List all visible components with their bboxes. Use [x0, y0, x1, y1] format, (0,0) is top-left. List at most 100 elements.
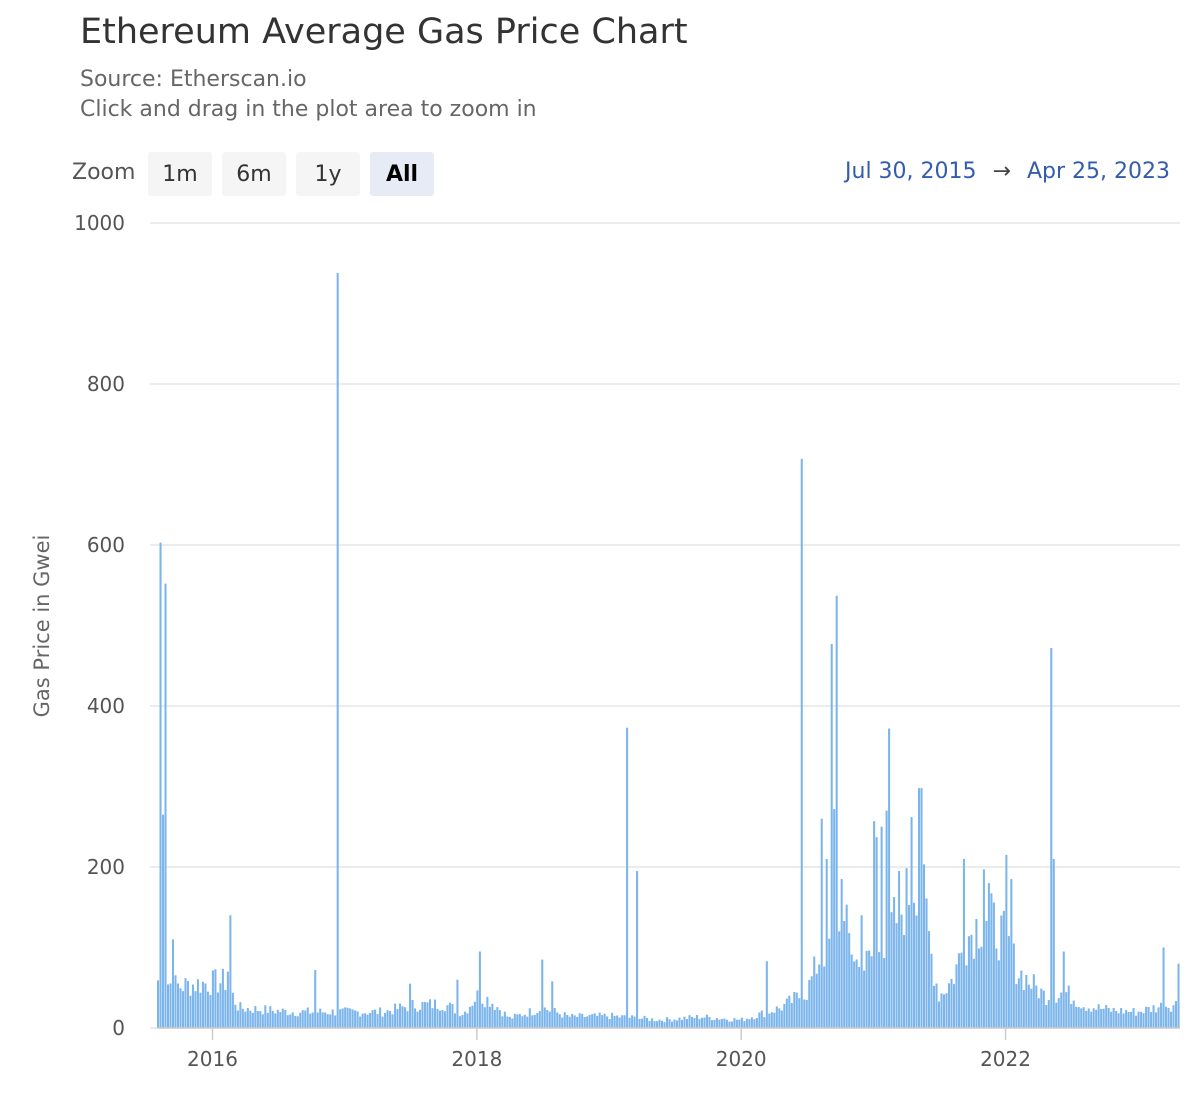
bar[interactable]: [808, 980, 811, 1028]
bar[interactable]: [843, 921, 846, 1028]
bar[interactable]: [616, 1015, 619, 1028]
bar[interactable]: [361, 1013, 364, 1028]
bar[interactable]: [895, 923, 898, 1028]
bar[interactable]: [935, 983, 938, 1028]
bar[interactable]: [1152, 1005, 1155, 1028]
bar[interactable]: [680, 1019, 684, 1028]
bar[interactable]: [603, 1013, 606, 1028]
bar[interactable]: [209, 994, 212, 1028]
bar[interactable]: [1132, 1008, 1135, 1028]
bar[interactable]: [186, 981, 189, 1028]
bar[interactable]: [391, 1014, 394, 1028]
bar[interactable]: [573, 1015, 576, 1028]
bar[interactable]: [224, 990, 227, 1028]
bar[interactable]: [1047, 1000, 1050, 1028]
bar[interactable]: [661, 1020, 664, 1028]
bar[interactable]: [927, 931, 931, 1028]
bar[interactable]: [835, 595, 838, 1028]
bar[interactable]: [1032, 974, 1035, 1028]
bar[interactable]: [516, 1014, 519, 1028]
bar[interactable]: [997, 960, 1000, 1028]
bar[interactable]: [506, 1016, 509, 1028]
bar[interactable]: [346, 1007, 349, 1028]
bar[interactable]: [685, 1019, 689, 1028]
bar[interactable]: [1020, 970, 1023, 1028]
bar[interactable]: [528, 1008, 531, 1028]
bar[interactable]: [184, 978, 187, 1028]
bar[interactable]: [319, 1008, 322, 1028]
bar[interactable]: [1172, 1005, 1175, 1028]
bar[interactable]: [359, 1016, 362, 1029]
bar[interactable]: [558, 1014, 561, 1028]
bar[interactable]: [748, 1019, 751, 1028]
bar[interactable]: [1052, 858, 1055, 1028]
bar[interactable]: [513, 1013, 516, 1028]
bar[interactable]: [788, 995, 791, 1028]
bar[interactable]: [668, 1019, 671, 1028]
bar[interactable]: [618, 1017, 621, 1028]
bar[interactable]: [805, 999, 808, 1028]
bar[interactable]: [688, 1015, 691, 1028]
bar[interactable]: [414, 1008, 417, 1028]
bar[interactable]: [833, 809, 836, 1028]
bar[interactable]: [1022, 990, 1025, 1028]
bar[interactable]: [316, 1012, 319, 1028]
bar[interactable]: [760, 1010, 763, 1028]
bar[interactable]: [164, 583, 167, 1028]
bar[interactable]: [945, 993, 948, 1028]
bar[interactable]: [733, 1018, 736, 1028]
bar[interactable]: [611, 1012, 614, 1028]
bar[interactable]: [868, 950, 871, 1028]
bar-series[interactable]: [157, 272, 1180, 1029]
bar[interactable]: [1117, 1013, 1120, 1028]
bar[interactable]: [651, 1018, 654, 1028]
bar[interactable]: [1090, 1011, 1093, 1028]
bar[interactable]: [1002, 910, 1005, 1028]
bar[interactable]: [885, 810, 888, 1028]
bar[interactable]: [428, 999, 432, 1028]
bar[interactable]: [1060, 992, 1063, 1028]
bar[interactable]: [344, 1007, 347, 1028]
bar[interactable]: [845, 904, 848, 1028]
bar[interactable]: [875, 837, 878, 1028]
bar[interactable]: [915, 915, 918, 1028]
gas-price-chart[interactable]: 0 200 400 600 800 1000 2016 2018 2020 2022 Gas P…: [0, 200, 1200, 1080]
bar[interactable]: [693, 1017, 696, 1028]
bar[interactable]: [1012, 943, 1015, 1028]
bar[interactable]: [416, 1011, 419, 1028]
bar[interactable]: [932, 985, 936, 1028]
bar[interactable]: [299, 1012, 302, 1028]
bar[interactable]: [214, 969, 217, 1028]
bar[interactable]: [855, 959, 858, 1028]
bar[interactable]: [161, 814, 165, 1028]
bar[interactable]: [541, 959, 544, 1028]
bar[interactable]: [381, 1016, 384, 1028]
bar[interactable]: [196, 979, 199, 1028]
bar[interactable]: [394, 1003, 397, 1028]
bar[interactable]: [765, 961, 768, 1028]
bar[interactable]: [718, 1019, 721, 1028]
bar[interactable]: [199, 992, 202, 1028]
bar[interactable]: [972, 958, 975, 1028]
bar[interactable]: [246, 1008, 249, 1028]
bar[interactable]: [1127, 1012, 1130, 1028]
bar[interactable]: [1007, 936, 1010, 1028]
bar[interactable]: [1175, 1001, 1178, 1028]
bar[interactable]: [234, 1004, 237, 1028]
bar[interactable]: [698, 1019, 701, 1028]
bar[interactable]: [873, 821, 876, 1028]
bar[interactable]: [987, 883, 990, 1028]
bar[interactable]: [566, 1014, 569, 1028]
bar[interactable]: [404, 1007, 407, 1028]
bar[interactable]: [1102, 1008, 1105, 1028]
bar[interactable]: [740, 1017, 743, 1028]
bar[interactable]: [858, 966, 861, 1028]
bar[interactable]: [613, 1015, 616, 1028]
bar[interactable]: [596, 1015, 599, 1028]
bar[interactable]: [608, 1019, 611, 1028]
bar[interactable]: [1010, 879, 1013, 1028]
bar[interactable]: [633, 1016, 636, 1028]
bar[interactable]: [503, 1011, 506, 1028]
bar[interactable]: [828, 938, 831, 1028]
bar[interactable]: [518, 1014, 521, 1028]
